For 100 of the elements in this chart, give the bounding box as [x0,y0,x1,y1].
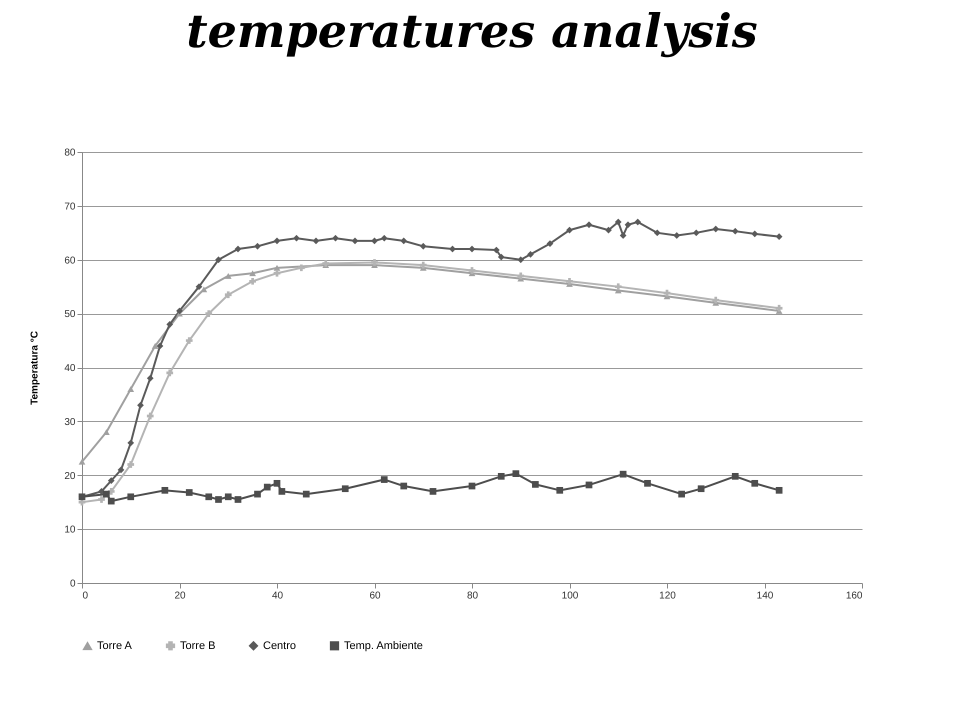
point [205,310,212,317]
point [78,458,86,465]
point [512,470,520,477]
point [420,242,427,250]
x-tick-label: 60 [369,590,381,602]
point [127,386,134,392]
point [678,490,685,498]
point [400,238,408,244]
x-tick-label: 40 [272,590,284,602]
point [468,482,476,490]
point [586,482,592,488]
point [108,498,115,504]
point [215,496,222,503]
point [498,472,505,480]
point [532,481,539,488]
y-tick-label: 50 [64,309,76,320]
point [274,270,280,277]
point [200,286,208,292]
y-tick-label: 30 [64,416,76,428]
point [586,221,592,228]
point [234,496,242,503]
point [732,228,739,235]
point [751,230,758,238]
point [400,482,408,490]
point [644,480,651,487]
point [776,233,782,240]
point [546,240,554,247]
point [127,440,134,446]
point [224,273,232,279]
point [566,226,573,234]
point [108,477,115,484]
legend-label: Temp. Ambiente [344,640,423,652]
y-axis-title: Temperatura °C [29,331,40,405]
point [673,232,680,239]
point [196,283,202,290]
point [205,493,212,500]
point [103,490,110,498]
point [517,272,524,280]
point [776,304,782,312]
point [254,242,261,250]
point [234,246,242,252]
chart-title: temperatures analysis [186,4,758,58]
point [332,234,339,242]
point [249,270,256,276]
point [380,234,388,242]
point [493,246,500,254]
x-tick-label: 100 [562,590,579,602]
x-tick-label: 80 [466,590,478,602]
point [176,308,183,314]
point [146,412,154,420]
x-tick-label: 120 [659,590,676,602]
point [634,218,642,226]
point [224,493,232,500]
point [556,486,564,494]
legend-label: Centro [263,640,296,652]
point [468,267,476,274]
point [293,234,300,242]
point [156,342,164,350]
x-tick-label: 160 [846,590,863,602]
point [264,484,271,490]
point [712,296,720,304]
point [249,278,256,285]
legend-label: Torre A [97,640,133,652]
point [127,461,134,468]
point [215,256,222,264]
point [103,429,110,436]
y-tick-label: 0 [70,578,76,590]
point [371,238,378,244]
point [620,470,626,478]
point [420,262,427,268]
y-tick-label: 80 [64,148,76,158]
point [732,472,739,480]
point [274,238,280,244]
point [527,251,534,258]
x-tick-label: 140 [756,590,774,602]
point [162,486,168,494]
point [498,254,505,260]
point [278,488,286,495]
point [692,229,700,236]
y-tick-label: 70 [64,201,76,212]
point [274,480,280,487]
point [224,291,232,298]
point [751,480,758,487]
point [118,466,124,474]
point [468,246,476,252]
y-tick-label: 10 [64,524,76,536]
point [664,290,670,297]
point [430,488,436,495]
point [342,485,349,492]
legend-label: Torre B [180,640,216,652]
point [449,246,456,252]
y-tick-label: 60 [64,255,76,266]
point [566,278,573,285]
point [146,374,154,382]
point [698,485,704,492]
point [605,226,612,234]
point [654,229,661,236]
x-tick-label: 0 [82,590,88,602]
point [371,259,378,266]
y-tick-label: 20 [64,470,76,482]
